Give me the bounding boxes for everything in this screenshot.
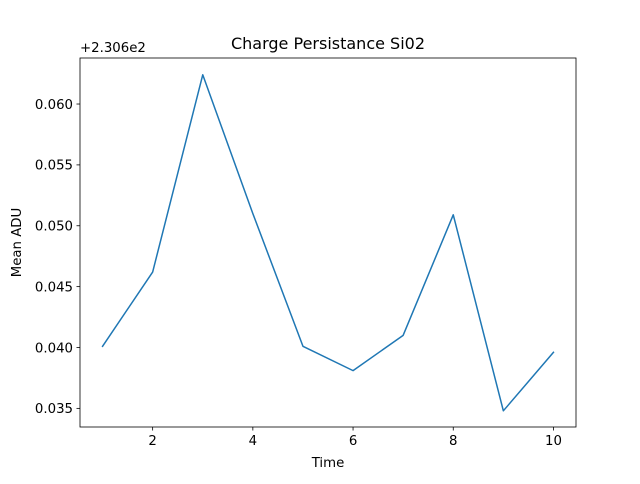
x-axis-label: Time: [311, 456, 345, 471]
y-axis-offset-text: +2.306e2: [80, 41, 146, 56]
y-tick-label: 0.055: [35, 159, 73, 174]
axes-frame: [79, 57, 577, 428]
y-axis-label: Mean ADU: [10, 208, 25, 278]
chart-title: Charge Persistance Si02: [231, 34, 425, 53]
x-tick-label: 4: [249, 434, 257, 449]
series-line-0: [101, 74, 555, 412]
x-tick-label: 6: [349, 434, 357, 449]
x-tick-label: 2: [148, 434, 156, 449]
x-tick-label: 8: [449, 434, 457, 449]
y-tick-label: 0.045: [35, 280, 73, 295]
y-tick-label: 0.040: [35, 341, 73, 356]
y-tick-label: 0.060: [35, 98, 73, 113]
x-tick-label: 10: [545, 434, 562, 449]
y-tick-label: 0.050: [35, 220, 73, 235]
y-tick-label: 0.035: [35, 402, 73, 417]
